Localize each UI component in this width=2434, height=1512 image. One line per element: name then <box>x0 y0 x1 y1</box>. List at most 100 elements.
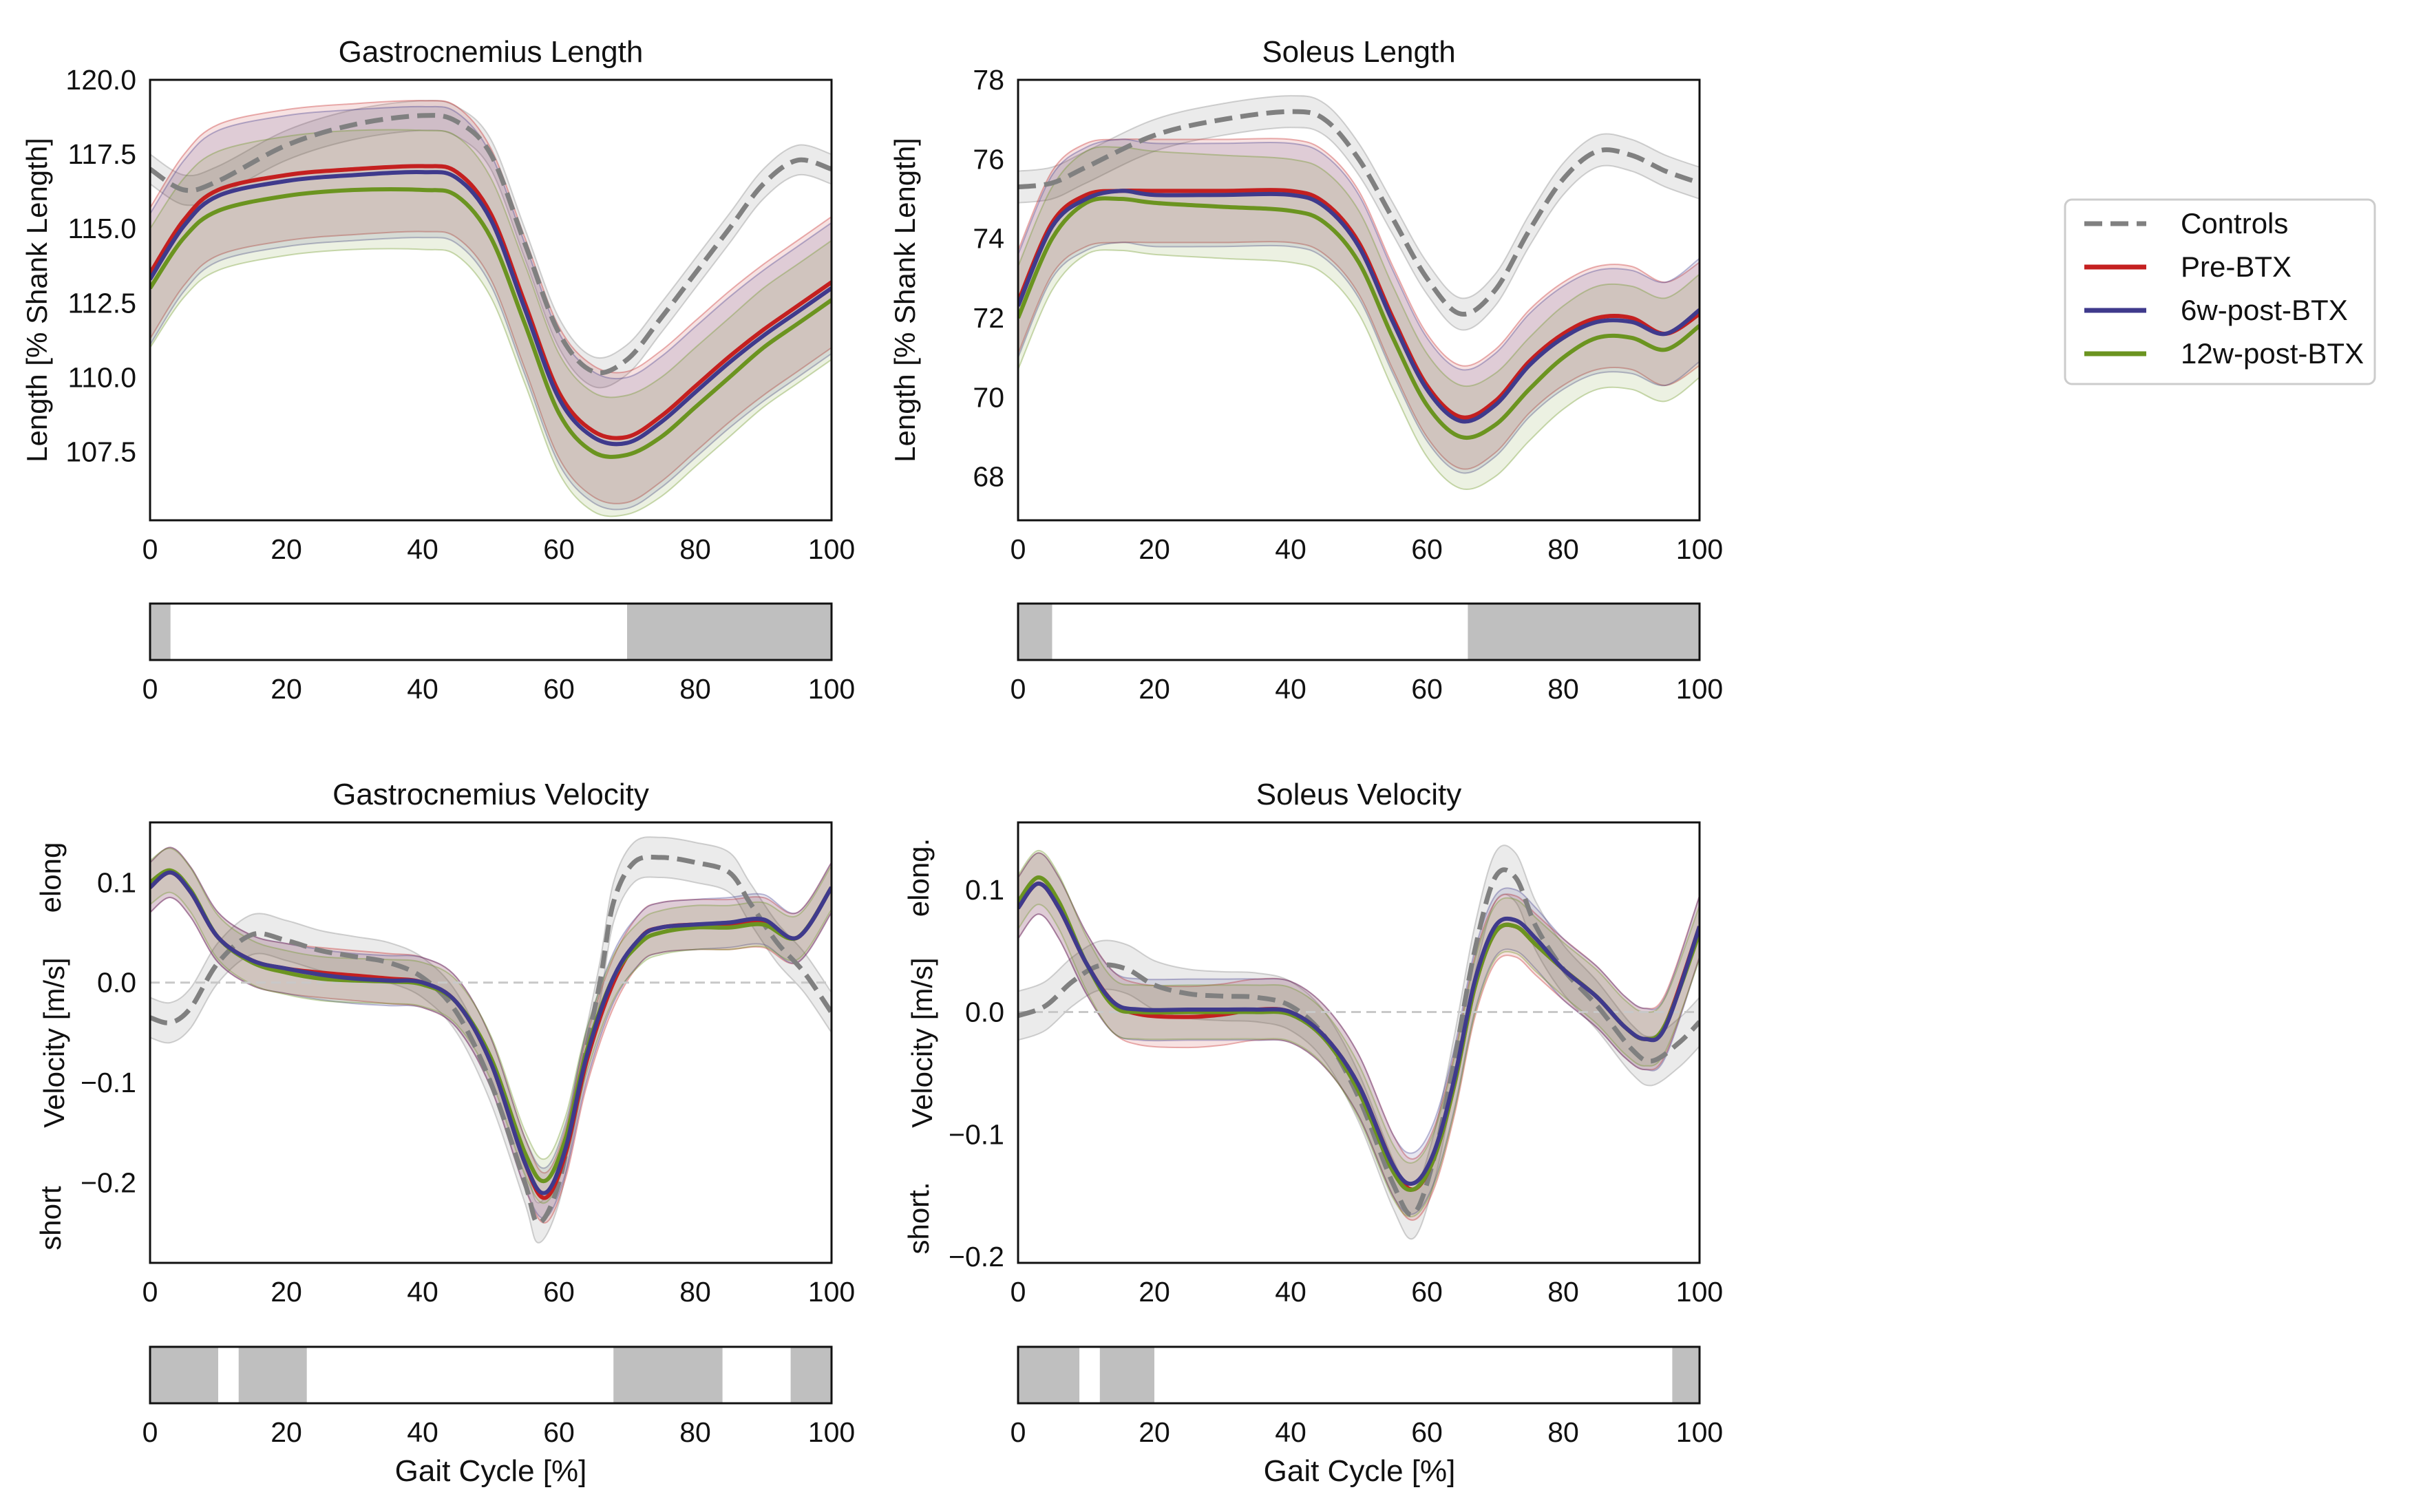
y-tick-label: −0.1 <box>949 1118 1004 1150</box>
band-6w-post-btx <box>150 846 832 1219</box>
x-tick-label: 60 <box>1411 1276 1443 1308</box>
y-axis-label: Length [% Shank Length] <box>21 138 53 462</box>
plot-frame <box>1017 78 1701 522</box>
band-12w-post-btx <box>150 847 832 1204</box>
series-line-6w-post-btx <box>150 169 832 447</box>
strip-x-tick-label: 0 <box>1010 1416 1026 1448</box>
y-tick-label: 76 <box>973 143 1004 175</box>
legend: Controls Pre-BTX 6w-post-BTX 12w-post-BT… <box>2064 198 2376 385</box>
series-line-6w-post-btx <box>1018 881 1700 1186</box>
y-tick-label: 107.5 <box>65 436 136 468</box>
legend-frame <box>2064 198 2376 385</box>
strip-x-tick-label: 100 <box>808 673 855 705</box>
band-pre-btx <box>150 100 832 504</box>
x-tick-label: 100 <box>1676 533 1723 565</box>
y-label-shortening: short. <box>902 1182 935 1254</box>
series-line-12w-post-btx <box>150 187 832 459</box>
y-tick-label: 0.1 <box>97 866 136 898</box>
y-axis-label: Length [% Shank Length] <box>889 138 921 462</box>
significance-region <box>1018 1347 1080 1403</box>
band-6w-post-btx <box>150 105 832 511</box>
x-tick-label: 20 <box>271 533 302 565</box>
plot-frame <box>1017 821 1701 1264</box>
x-tick-label: 100 <box>808 533 855 565</box>
band-12w-post-btx <box>1018 146 1700 491</box>
strip-x-tick-label: 0 <box>142 1416 158 1448</box>
y-tick-label: 110.0 <box>67 361 136 393</box>
y-tick-label: 78 <box>973 64 1004 96</box>
x-axis-label-left: Gait Cycle [%] <box>395 1454 587 1488</box>
band-12w-post-btx <box>1018 849 1700 1218</box>
chart-panel-2: Soleus Length 0 20 40 60 80 100 68 70 72 74 76 78 Len… <box>889 35 1723 705</box>
x-tick-label: 0 <box>1010 1276 1026 1308</box>
strip-x-tick-label: 0 <box>142 673 158 705</box>
significance-region <box>790 1347 832 1403</box>
y-tick-label: 117.5 <box>67 138 136 170</box>
x-axis-label-right: Gait Cycle [%] <box>1264 1454 1456 1488</box>
strip-x-tick-label: 60 <box>1411 1416 1443 1448</box>
chart-panel-4: Soleus Velocity 0 20 40 60 80 100 −0.2 −0.1 0.0 0.… <box>902 778 1723 1448</box>
strip-x-tick-label: 80 <box>679 673 711 705</box>
y-label-elongation: elong. <box>902 838 935 917</box>
x-tick-label: 20 <box>271 1276 302 1308</box>
strip-x-tick-label: 0 <box>1010 673 1026 705</box>
strip-x-tick-label: 100 <box>808 1416 855 1448</box>
significance-strip: 0 20 40 60 80 100 <box>1010 1345 1723 1448</box>
x-tick-label: 60 <box>543 1276 575 1308</box>
series-line-controls <box>1018 109 1700 317</box>
strip-x-tick-label: 20 <box>1139 673 1170 705</box>
plot-area <box>1018 844 1700 1240</box>
series-line-6w-post-btx <box>1018 189 1700 424</box>
chart-panel-1: Gastrocnemius Length 0 20 40 60 80 100 107.5 110… <box>21 35 855 705</box>
x-tick-label: 0 <box>142 533 158 565</box>
y-axis-label: Velocity [m/s] <box>38 957 70 1127</box>
strip-x-tick-label: 80 <box>1547 673 1579 705</box>
strip-x-tick-label: 40 <box>1275 673 1306 705</box>
series-line-12w-post-btx <box>1018 196 1700 440</box>
strip-x-tick-label: 20 <box>271 1416 302 1448</box>
x-tick-label: 40 <box>407 533 438 565</box>
y-tick-label: 0.1 <box>965 874 1004 906</box>
plot-area <box>1018 95 1700 491</box>
band-6w-post-btx <box>1018 852 1700 1215</box>
significance-strip: 0 20 40 60 80 100 <box>142 1345 855 1448</box>
significance-region <box>1018 604 1052 660</box>
x-tick-label: 0 <box>1010 533 1026 565</box>
strip-x-tick-label: 40 <box>407 1416 438 1448</box>
significance-region <box>150 604 171 660</box>
band-controls <box>1018 95 1700 331</box>
legend-label-6w-post-btx: 6w-post-BTX <box>2181 294 2348 326</box>
strip-x-tick-label: 60 <box>1411 673 1443 705</box>
y-tick-label: 70 <box>973 381 1004 413</box>
chart-title: Gastrocnemius Velocity <box>332 778 649 811</box>
significance-region <box>1099 1347 1154 1403</box>
significance-strip: 0 20 40 60 80 100 <box>1010 602 1723 705</box>
strip-x-tick-label: 40 <box>407 673 438 705</box>
legend-label-controls: Controls <box>2181 207 2288 239</box>
strip-x-tick-label: 40 <box>1275 1416 1306 1448</box>
significance-region <box>150 1347 218 1403</box>
legend-label-pre-btx: Pre-BTX <box>2181 251 2292 283</box>
legend-label-12w-post-btx: 12w-post-BTX <box>2181 337 2364 370</box>
x-tick-label: 0 <box>142 1276 158 1308</box>
strip-frame <box>149 602 833 661</box>
y-tick-label: 120.0 <box>65 64 136 96</box>
x-tick-label: 40 <box>1275 1276 1306 1308</box>
strip-frame <box>1017 602 1701 661</box>
x-tick-label: 80 <box>1547 1276 1579 1308</box>
y-tick-label: 68 <box>973 461 1004 493</box>
x-tick-label: 40 <box>1275 533 1306 565</box>
series-line-6w-post-btx <box>150 870 832 1195</box>
band-pre-btx <box>1018 852 1700 1221</box>
strip-x-tick-label: 60 <box>543 673 575 705</box>
x-tick-label: 60 <box>543 533 575 565</box>
strip-x-tick-label: 100 <box>1676 673 1723 705</box>
chart-title: Soleus Velocity <box>1256 778 1461 811</box>
y-tick-label: −0.1 <box>81 1067 136 1098</box>
band-pre-btx <box>150 846 832 1224</box>
strip-x-tick-label: 100 <box>1676 1416 1723 1448</box>
chart-panels: Gastrocnemius Length 0 20 40 60 80 100 107.5 110… <box>21 35 1723 1448</box>
series-line-controls <box>1018 867 1700 1217</box>
x-tick-label: 100 <box>1676 1276 1723 1308</box>
